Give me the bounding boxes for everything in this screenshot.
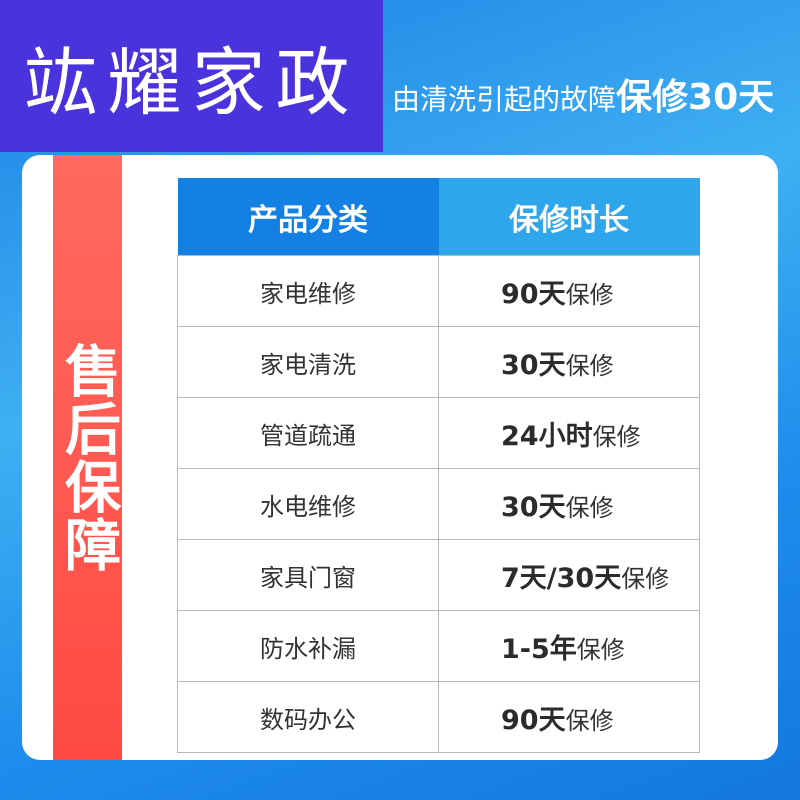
duration-suffix: 保修 <box>592 422 641 451</box>
duration-value: 90天 <box>501 704 566 736</box>
slogan: 由清洗引起的故障保修30天 <box>392 68 774 120</box>
duration-value: 24小时 <box>501 420 593 452</box>
table-row: 家具门窗 7天/30天保修 <box>177 539 700 611</box>
category-cell: 家具门窗 <box>177 539 439 611</box>
table-row: 家电维修 90天保修 <box>177 255 700 327</box>
category-cell: 家电维修 <box>177 255 439 327</box>
duration-cell: 7天/30天保修 <box>438 539 700 611</box>
duration-cell: 1-5年保修 <box>438 610 700 682</box>
duration-cell: 30天保修 <box>438 468 700 540</box>
brand-title: 竑耀家政 <box>23 39 360 126</box>
duration-value: 90天 <box>501 278 566 310</box>
warranty-table: 产品分类 保修时长 家电维修 90天保修 家电清洗 30天保修 管道疏通 24小时保… <box>177 178 700 753</box>
duration-suffix: 保修 <box>621 564 670 593</box>
duration-value: 30天 <box>501 349 566 381</box>
slogan-highlight: 保修30天 <box>616 77 775 118</box>
category-cell: 防水补漏 <box>177 610 439 682</box>
table-row: 家电清洗 30天保修 <box>177 326 700 398</box>
slogan-text: 由清洗引起的故障 <box>392 83 617 116</box>
duration-suffix: 保修 <box>576 635 625 664</box>
brand-banner: 竑耀家政 <box>0 0 383 152</box>
duration-cell: 30天保修 <box>438 326 700 398</box>
duration-value: 30天 <box>501 491 566 523</box>
duration-suffix: 保修 <box>565 280 614 309</box>
table-row: 水电维修 30天保修 <box>177 468 700 540</box>
category-cell: 家电清洗 <box>177 326 439 398</box>
side-label-strip: 售后保障 <box>53 155 122 760</box>
table-row: 数码办公 90天保修 <box>177 681 700 753</box>
duration-suffix: 保修 <box>565 706 614 735</box>
warranty-card: 售后保障 产品分类 保修时长 家电维修 90天保修 家电清洗 30天保修 管道疏通 … <box>22 155 778 760</box>
side-label: 售后保障 <box>55 341 121 574</box>
table-row: 管道疏通 24小时保修 <box>177 397 700 469</box>
duration-value: 7天/30天 <box>501 562 622 594</box>
duration-cell: 90天保修 <box>438 255 700 327</box>
category-cell: 管道疏通 <box>177 397 439 469</box>
duration-value: 1-5年 <box>501 633 577 665</box>
category-cell: 水电维修 <box>177 468 439 540</box>
duration-cell: 90天保修 <box>438 681 700 753</box>
header-category: 产品分类 <box>177 178 439 256</box>
duration-cell: 24小时保修 <box>438 397 700 469</box>
duration-suffix: 保修 <box>565 493 614 522</box>
duration-suffix: 保修 <box>565 351 614 380</box>
table-row: 防水补漏 1-5年保修 <box>177 610 700 682</box>
category-cell: 数码办公 <box>177 681 439 753</box>
header-duration: 保修时长 <box>438 178 700 256</box>
table-header-row: 产品分类 保修时长 <box>177 178 700 256</box>
